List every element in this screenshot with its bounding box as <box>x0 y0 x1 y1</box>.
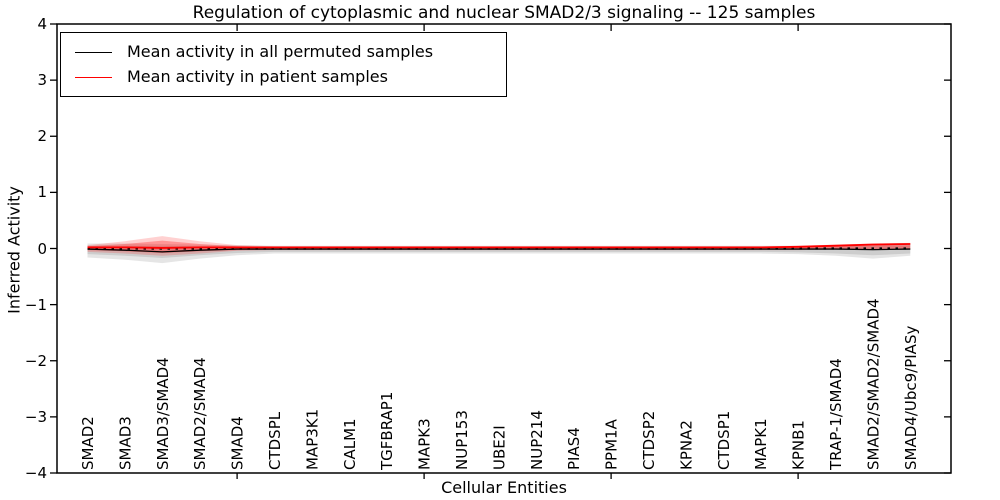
x-tick-label: SMAD2/SMAD4 <box>191 357 209 470</box>
x-axis-label: Cellular Entities <box>441 478 567 497</box>
x-tick-label: MAPK1 <box>752 418 770 470</box>
x-tick-label: SMAD3/SMAD4 <box>154 357 172 470</box>
x-tick-label: SMAD2 <box>79 416 97 470</box>
y-tick-label: −1 <box>24 295 47 314</box>
x-tick-label: CTDSPL <box>266 411 284 470</box>
legend-entry-label: Mean activity in patient samples <box>127 67 388 86</box>
x-tick-label: NUP214 <box>528 410 546 470</box>
x-tick-label: UBE2I <box>490 425 508 470</box>
legend-entry-permuted: Mean activity in all permuted samples <box>61 43 506 61</box>
x-tick-label: PPM1A <box>603 418 621 470</box>
y-tick-label: 2 <box>37 127 47 146</box>
legend-line-swatch-black <box>75 51 112 53</box>
legend-entry-patient: Mean activity in patient samples <box>61 68 506 86</box>
x-tick-label: TGFBRAP1 <box>378 392 396 471</box>
x-tick-label: CTDSP2 <box>640 411 658 470</box>
y-tick-label: 3 <box>37 71 47 90</box>
x-tick-label: CALM1 <box>341 418 359 470</box>
y-tick-label: 1 <box>37 183 47 202</box>
x-tick-label: KPNA2 <box>677 420 695 470</box>
x-tick-label: MAP3K1 <box>303 409 321 470</box>
series-line-permuted <box>87 248 911 253</box>
y-tick-label: −3 <box>24 407 47 426</box>
y-tick-label: −2 <box>24 351 47 370</box>
x-tick-label: SMAD4/Ubc9/PIASy <box>902 326 920 470</box>
band-patient-spread-outer <box>87 236 911 256</box>
legend-entry-label: Mean activity in all permuted samples <box>127 42 434 61</box>
y-tick-label: −4 <box>24 464 47 482</box>
y-tick-label: 0 <box>37 239 47 258</box>
x-tick-label: PIAS4 <box>565 427 583 470</box>
x-tick-label: NUP153 <box>453 410 471 470</box>
x-tick-label: SMAD3 <box>116 416 134 470</box>
chart-title: Regulation of cytoplasmic and nuclear SM… <box>192 3 816 23</box>
x-tick-label: TRAP-1/SMAD4 <box>827 358 845 471</box>
x-tick-label: MAPK3 <box>416 418 434 470</box>
x-tick-label: SMAD2/SMAD2/SMAD4 <box>864 298 882 470</box>
x-tick-label: KPNB1 <box>790 420 808 470</box>
legend: Mean activity in all permuted samples Me… <box>60 32 507 97</box>
legend-line-swatch-red <box>75 76 112 78</box>
y-tick-label: 4 <box>37 15 47 33</box>
series-line-patient <box>87 243 911 249</box>
x-tick-label: CTDSP1 <box>715 411 733 470</box>
x-tick-label: SMAD4 <box>229 416 247 470</box>
